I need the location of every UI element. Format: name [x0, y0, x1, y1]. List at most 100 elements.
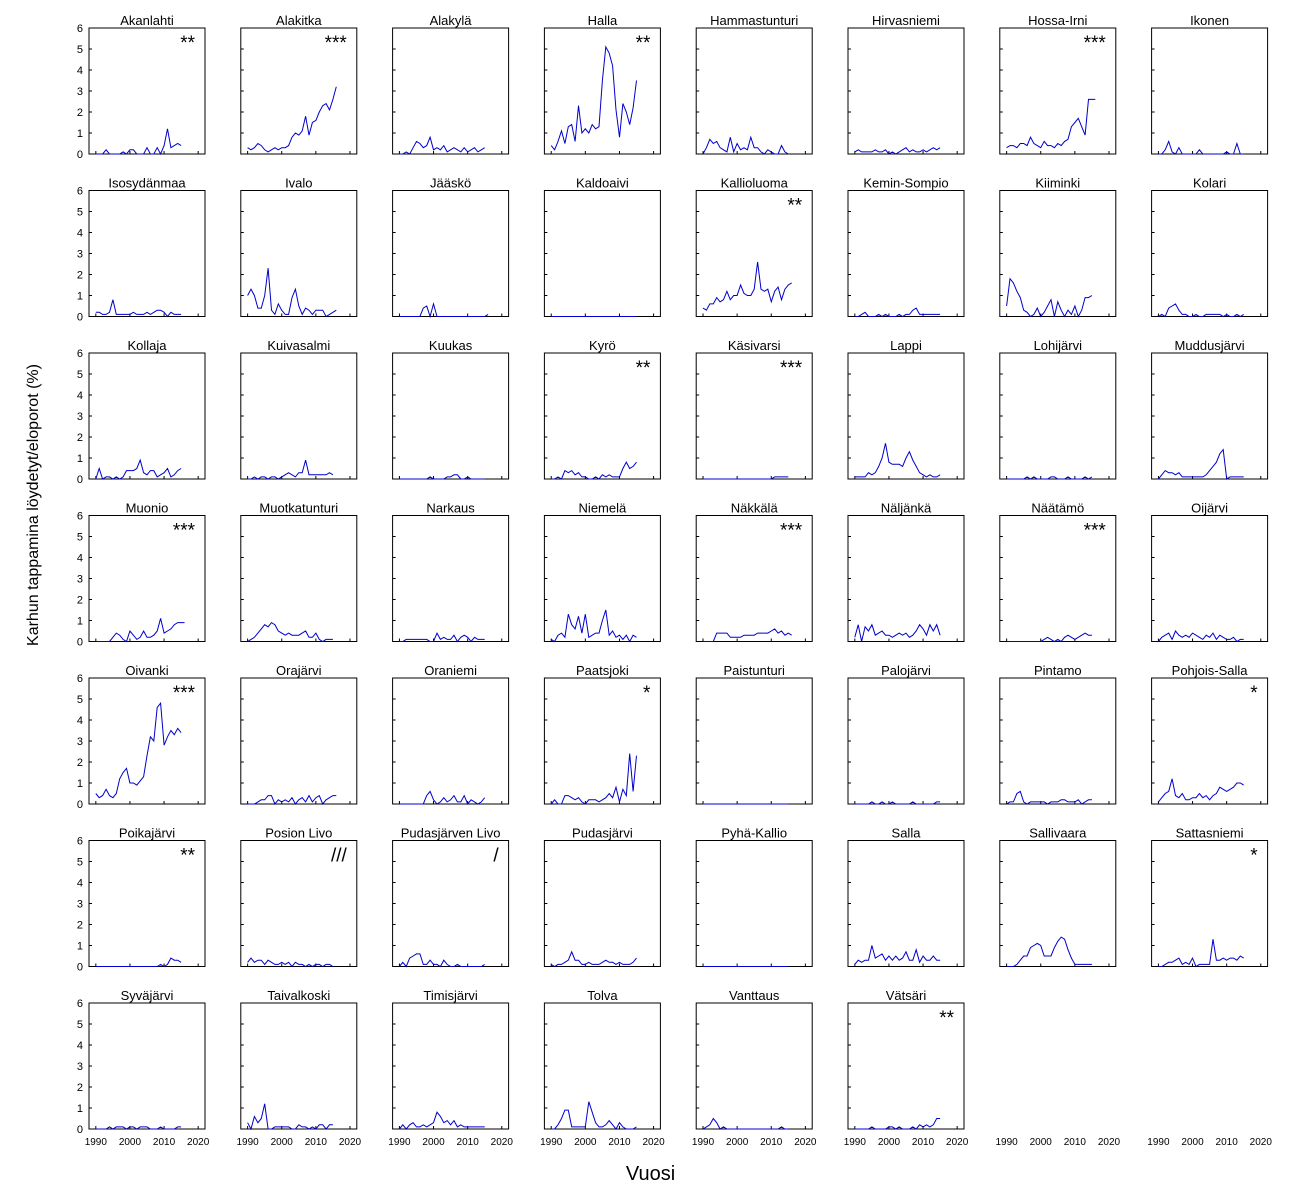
significance-marker: /// [331, 846, 348, 867]
panel: Muonio 0 1 2 3 4 5 6 *** [77, 501, 206, 649]
y-tick-label: 0 [77, 149, 83, 161]
significance-marker: ** [636, 358, 651, 379]
series-line [399, 1111, 485, 1130]
panel-title: Pintamo [1034, 663, 1082, 678]
significance-marker: *** [173, 683, 196, 704]
y-tick-label: 1 [77, 778, 83, 790]
series-line [550, 609, 637, 643]
y-tick-label: 4 [77, 715, 83, 727]
series-line [1158, 778, 1244, 803]
y-tick-label: 4 [77, 390, 83, 402]
panel: Näljänkä [847, 501, 965, 642]
x-tick-label: 1990 [1147, 1137, 1170, 1148]
y-tick-label: 4 [77, 65, 83, 77]
panel-title: Paistunturi [723, 663, 785, 678]
panel: Poikajärvi 0 1 2 3 4 5 6 ** [77, 826, 206, 974]
panel: Taivalkoski [240, 988, 358, 1131]
y-tick-label: 1 [77, 616, 83, 628]
significance-marker: ** [787, 196, 802, 217]
series-line [1158, 630, 1244, 643]
x-tick-label: 2020 [339, 1137, 362, 1148]
series-line [247, 86, 337, 153]
panel-title: Muotkatunturi [259, 501, 338, 516]
panel-title: Halla [588, 13, 618, 28]
significance-marker: * [1250, 846, 1258, 867]
significance-marker: ** [636, 33, 651, 54]
series-line [399, 790, 486, 805]
panel-title: Kuivasalmi [267, 338, 330, 353]
panel-frame [847, 677, 965, 805]
x-tick-label: 1990 [85, 1137, 108, 1148]
panel-title: Hammastunturi [710, 13, 798, 28]
panel: Akanlahti 0 1 2 3 4 5 6 ** [77, 13, 206, 161]
panel: Hossa-Irni *** [999, 13, 1117, 155]
panel: Oraniemi [392, 663, 510, 805]
series-line [703, 628, 792, 642]
panel-frame [543, 515, 661, 642]
panel: Alakylä [392, 13, 510, 155]
panel-title: Pohjois-Salla [1172, 663, 1249, 678]
panel-title: Tolva [587, 988, 618, 1003]
significance-marker: *** [325, 33, 348, 54]
panel: Posion Livo /// [240, 826, 358, 968]
panel: Paistunturi [695, 663, 813, 805]
panel-frame [240, 515, 358, 642]
panel: Isosydänmaa 0 1 2 3 4 5 6 [77, 176, 206, 324]
series-line [1158, 303, 1244, 318]
series-line [550, 753, 637, 805]
series-line [399, 631, 485, 643]
x-tick-label: 2010 [457, 1137, 480, 1148]
y-tick-label: 2 [77, 1082, 83, 1094]
significance-marker: * [1250, 683, 1258, 704]
panel: Sattasniemi * [1151, 826, 1269, 968]
y-tick-label: 6 [77, 348, 83, 360]
x-tick-label: 2000 [119, 1137, 142, 1148]
series-line [1006, 277, 1093, 318]
x-axis-title: Vuosi [625, 1163, 676, 1185]
panel-frame [695, 840, 813, 967]
panel-title: Kiiminki [1035, 176, 1080, 191]
panel-frame [1151, 190, 1269, 317]
panel-frame [88, 190, 206, 317]
panel-title: Kemin-Sompio [863, 176, 948, 191]
y-tick-label: 6 [77, 836, 83, 848]
panel: Niemelä [543, 501, 661, 643]
panel-frame [543, 190, 661, 317]
panel: Vanttaus [695, 988, 813, 1130]
panel: Jääskö [392, 176, 510, 319]
panel-title: Kaldoaivi [576, 176, 629, 191]
panel-title: Kollaja [127, 338, 167, 353]
series-line [854, 1118, 941, 1130]
series-line [1158, 448, 1244, 480]
panel: Lappi [847, 338, 965, 480]
panel-title: Kyrö [589, 338, 616, 353]
panel: Näkkälä*** [695, 501, 813, 642]
panel: Sallivaara [999, 826, 1117, 967]
panel-title: Lappi [890, 338, 922, 353]
panel-title: Pyhä-Kallio [721, 826, 787, 841]
series-line [550, 950, 637, 968]
panel-title: Ivalo [285, 176, 312, 191]
panel: Kolari [1151, 176, 1269, 318]
y-tick-label: 0 [77, 637, 83, 649]
panel-title: Oivanki [125, 663, 168, 678]
series-line [95, 701, 182, 799]
panel: Pohjois-Salla* [1151, 663, 1269, 805]
y-tick-label: 2 [77, 757, 83, 769]
x-tick-label: 1990 [844, 1137, 867, 1148]
x-tick-label: 2010 [760, 1137, 783, 1148]
panel-title: Muddusjärvi [1175, 338, 1245, 353]
panel-frame [392, 840, 510, 967]
x-tick-label: 2020 [187, 1137, 210, 1148]
series-line [702, 135, 789, 155]
y-tick-label: 6 [77, 23, 83, 35]
y-tick-label: 4 [77, 228, 83, 240]
series-line [399, 474, 485, 480]
series-line [247, 459, 334, 480]
y-tick-label: 2 [77, 107, 83, 119]
panel-title: Vätsäri [886, 988, 927, 1003]
panel: Ivalo [240, 176, 358, 318]
panel-title: Sallivaara [1029, 826, 1087, 841]
panel-title: Alakitka [276, 13, 322, 28]
panel-title: Poikajärvi [119, 826, 175, 841]
